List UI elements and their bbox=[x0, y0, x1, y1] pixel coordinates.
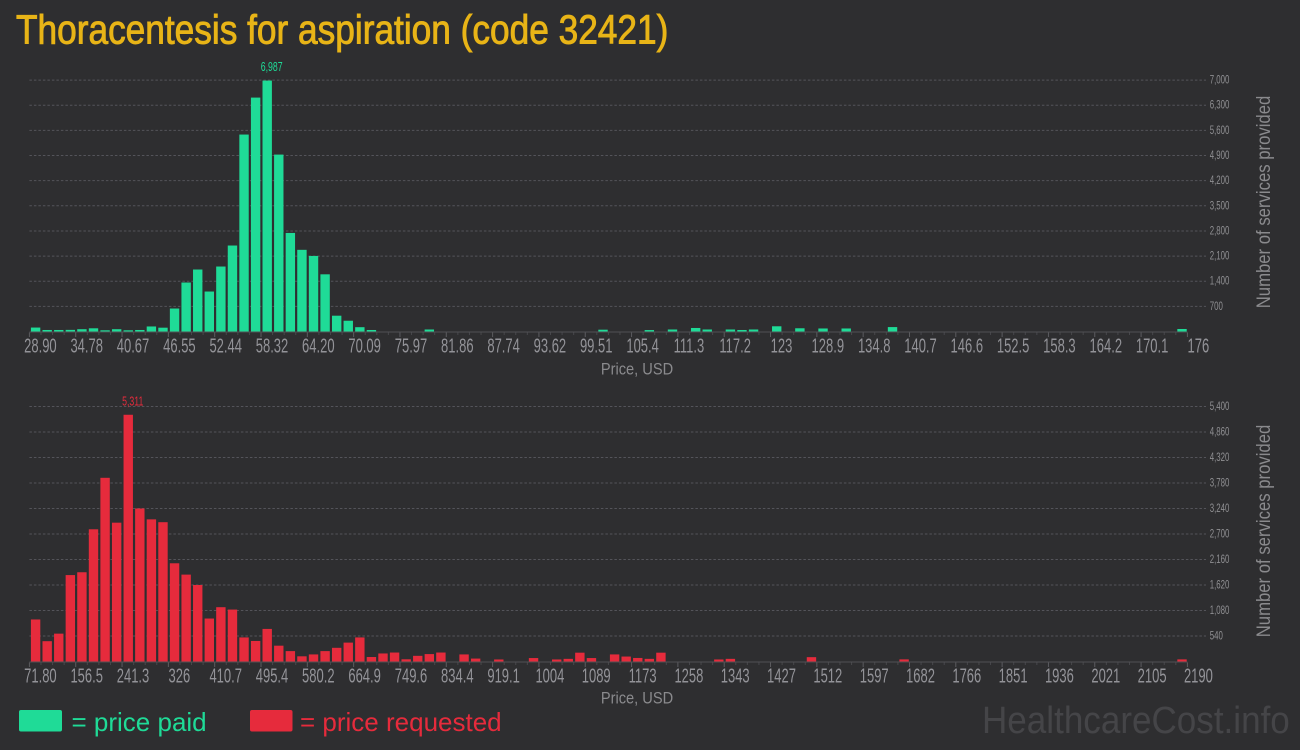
svg-text:1851: 1851 bbox=[999, 665, 1028, 688]
svg-text:4,860: 4,860 bbox=[1210, 426, 1230, 439]
svg-text:1,400: 1,400 bbox=[1210, 275, 1230, 288]
svg-text:46.55: 46.55 bbox=[163, 335, 196, 358]
svg-text:140.7: 140.7 bbox=[904, 335, 937, 358]
svg-text:87.74: 87.74 bbox=[487, 335, 520, 358]
svg-text:Price, USD: Price, USD bbox=[601, 361, 673, 379]
svg-text:1682: 1682 bbox=[906, 665, 935, 688]
svg-text:5,400: 5,400 bbox=[1210, 400, 1230, 413]
svg-text:1004: 1004 bbox=[535, 665, 564, 688]
svg-text:34.78: 34.78 bbox=[70, 335, 103, 358]
svg-text:Number of services provided: Number of services provided bbox=[1253, 425, 1274, 638]
svg-text:Thoracentesis for aspiration (: Thoracentesis for aspiration (code 32421… bbox=[16, 7, 668, 53]
svg-text:2105: 2105 bbox=[1138, 665, 1167, 688]
svg-text:2021: 2021 bbox=[1091, 665, 1120, 688]
svg-text:2,700: 2,700 bbox=[1210, 528, 1230, 541]
svg-text:40.67: 40.67 bbox=[117, 335, 150, 358]
svg-text:540: 540 bbox=[1210, 630, 1223, 643]
svg-text:HealthcareCost.info: HealthcareCost.info bbox=[982, 699, 1290, 741]
svg-text:1597: 1597 bbox=[860, 665, 889, 688]
svg-text:170.1: 170.1 bbox=[1136, 335, 1169, 358]
svg-text:71.80: 71.80 bbox=[24, 665, 57, 688]
svg-text:Price, USD: Price, USD bbox=[601, 690, 673, 708]
svg-text:1089: 1089 bbox=[582, 665, 611, 688]
svg-text:1936: 1936 bbox=[1045, 665, 1074, 688]
svg-text:28.90: 28.90 bbox=[24, 335, 57, 358]
svg-text:2,100: 2,100 bbox=[1210, 250, 1230, 263]
svg-text:152.5: 152.5 bbox=[997, 335, 1030, 358]
svg-text:2,160: 2,160 bbox=[1210, 553, 1230, 566]
svg-text:664.9: 664.9 bbox=[348, 665, 381, 688]
svg-text:134.8: 134.8 bbox=[858, 335, 891, 358]
svg-text:158.3: 158.3 bbox=[1043, 335, 1076, 358]
svg-text:3,500: 3,500 bbox=[1210, 200, 1230, 213]
svg-text:326: 326 bbox=[169, 665, 191, 688]
svg-text:241.3: 241.3 bbox=[117, 665, 150, 688]
svg-text:5,600: 5,600 bbox=[1210, 124, 1230, 137]
svg-text:919.1: 919.1 bbox=[487, 665, 520, 688]
svg-text:= price requested: = price requested bbox=[300, 707, 502, 737]
svg-text:4,320: 4,320 bbox=[1210, 451, 1230, 464]
svg-text:117.2: 117.2 bbox=[719, 335, 751, 358]
svg-text:58.32: 58.32 bbox=[256, 335, 289, 358]
svg-text:3,240: 3,240 bbox=[1210, 502, 1230, 515]
svg-text:81.86: 81.86 bbox=[441, 335, 474, 358]
svg-text:128.9: 128.9 bbox=[812, 335, 845, 358]
svg-text:1427: 1427 bbox=[767, 665, 796, 688]
svg-text:75.97: 75.97 bbox=[395, 335, 428, 358]
svg-text:Number of services provided: Number of services provided bbox=[1253, 96, 1274, 309]
svg-text:176: 176 bbox=[1188, 335, 1210, 358]
svg-text:70.09: 70.09 bbox=[348, 335, 381, 358]
svg-text:6,300: 6,300 bbox=[1210, 99, 1230, 112]
svg-text:1258: 1258 bbox=[674, 665, 703, 688]
svg-text:834.4: 834.4 bbox=[441, 665, 474, 688]
svg-text:4,900: 4,900 bbox=[1210, 149, 1230, 162]
svg-text:700: 700 bbox=[1210, 300, 1223, 313]
svg-text:1766: 1766 bbox=[952, 665, 981, 688]
svg-text:1,080: 1,080 bbox=[1210, 604, 1230, 617]
svg-text:= price paid: = price paid bbox=[72, 707, 207, 737]
svg-text:6,987: 6,987 bbox=[261, 61, 283, 75]
svg-text:93.62: 93.62 bbox=[534, 335, 567, 358]
svg-text:2,800: 2,800 bbox=[1210, 225, 1230, 238]
svg-text:1343: 1343 bbox=[721, 665, 750, 688]
svg-text:2190: 2190 bbox=[1184, 665, 1213, 688]
svg-text:4,200: 4,200 bbox=[1210, 175, 1230, 188]
svg-text:749.6: 749.6 bbox=[395, 665, 428, 688]
svg-text:7,000: 7,000 bbox=[1210, 74, 1230, 87]
svg-text:5,311: 5,311 bbox=[122, 395, 143, 409]
svg-text:164.2: 164.2 bbox=[1090, 335, 1123, 358]
svg-text:156.5: 156.5 bbox=[70, 665, 103, 688]
svg-text:123: 123 bbox=[771, 335, 793, 358]
svg-text:580.2: 580.2 bbox=[302, 665, 335, 688]
svg-text:105.4: 105.4 bbox=[626, 335, 659, 358]
svg-text:1,620: 1,620 bbox=[1210, 579, 1230, 592]
svg-text:64.20: 64.20 bbox=[302, 335, 335, 358]
svg-text:410.7: 410.7 bbox=[209, 665, 242, 688]
svg-text:1512: 1512 bbox=[813, 665, 842, 688]
svg-text:495.4: 495.4 bbox=[256, 665, 289, 688]
svg-text:52.44: 52.44 bbox=[209, 335, 242, 358]
svg-text:146.6: 146.6 bbox=[951, 335, 984, 358]
svg-text:1173: 1173 bbox=[629, 665, 657, 688]
svg-text:111.3: 111.3 bbox=[674, 335, 705, 358]
svg-text:3,780: 3,780 bbox=[1210, 477, 1230, 490]
svg-text:99.51: 99.51 bbox=[580, 335, 613, 358]
